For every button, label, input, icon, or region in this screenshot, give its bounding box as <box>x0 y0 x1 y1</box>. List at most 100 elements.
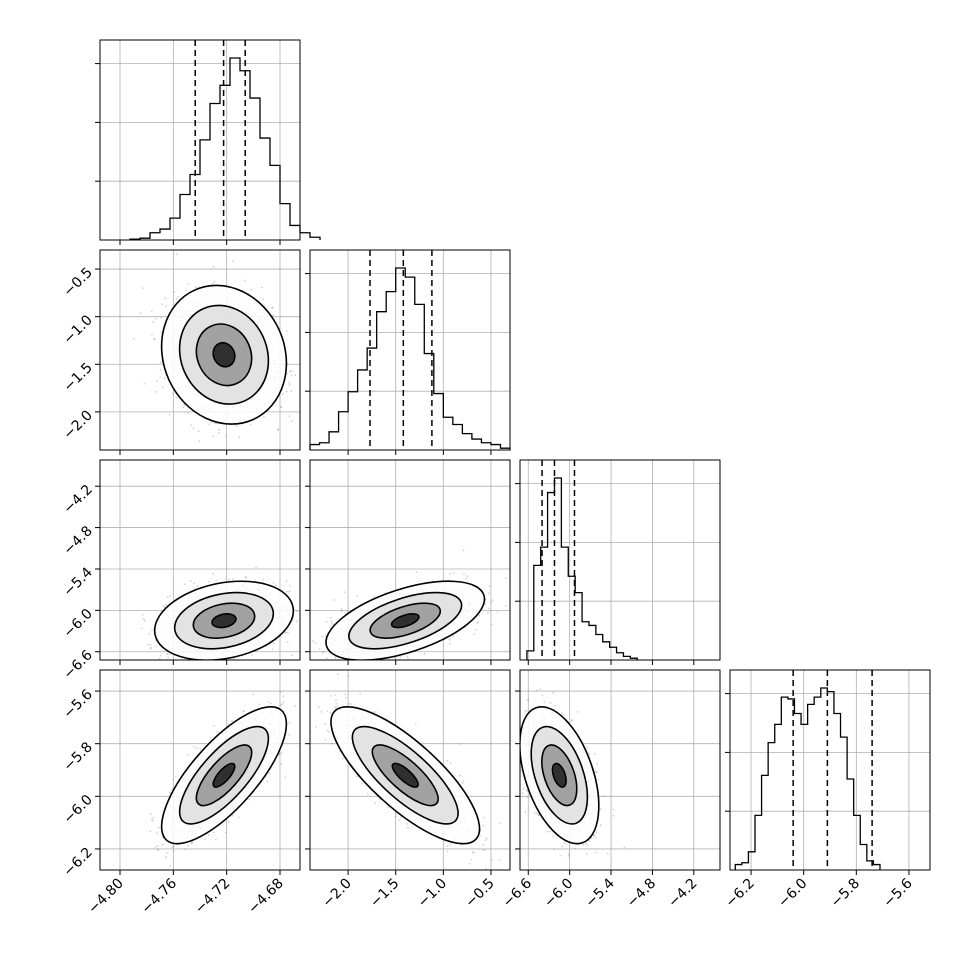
scatter-point <box>158 657 161 660</box>
scatter-point <box>295 610 298 613</box>
scatter-point <box>245 576 247 578</box>
scatter-point <box>143 619 146 622</box>
scatter-point <box>303 600 305 602</box>
scatter-point <box>289 371 291 373</box>
scatter-point <box>215 579 218 582</box>
hist-panel-3 <box>725 669 931 871</box>
scatter-point <box>285 390 288 393</box>
scatter-point <box>164 297 167 300</box>
panel-content <box>132 253 300 443</box>
scatter-point <box>208 580 210 583</box>
scatter-point <box>212 663 214 665</box>
scatter-point <box>163 668 165 670</box>
scatter-point <box>208 423 211 426</box>
scatter-point <box>277 428 279 431</box>
scatter-point <box>150 310 153 313</box>
scatter-point <box>151 629 153 631</box>
scatter-point <box>152 320 155 323</box>
scatter-point <box>271 307 273 309</box>
scatter-point <box>192 427 195 430</box>
scatter-point <box>167 656 170 659</box>
panel-frame-1 <box>309 249 511 451</box>
scatter-point <box>277 428 280 431</box>
scatter-point <box>290 390 292 392</box>
scatter-point <box>159 376 162 379</box>
panel-frame-0 <box>99 39 301 241</box>
scatter-point <box>285 590 288 593</box>
scatter-point <box>166 653 168 655</box>
scatter-point <box>151 333 153 336</box>
scatter-point <box>295 620 298 623</box>
scatter-point <box>146 643 149 646</box>
scatter-point <box>169 595 172 597</box>
scatter-point <box>177 296 180 298</box>
scatter-point <box>319 605 321 607</box>
scatter-point <box>273 642 276 645</box>
scatter-point <box>249 423 252 426</box>
hist-bar-2 <box>526 477 638 660</box>
scatter-point <box>212 572 214 575</box>
hist-bar-3 <box>734 687 881 870</box>
scatter-point <box>284 631 286 634</box>
scatter-point <box>150 646 152 649</box>
scatter-point <box>173 291 176 294</box>
scatter-point <box>286 330 288 333</box>
scatter-point <box>285 580 288 582</box>
scatter-point <box>272 581 275 584</box>
scatter-point <box>161 386 164 388</box>
hist-bar-0 <box>129 57 321 240</box>
scatter-point <box>261 286 263 289</box>
scatter-point <box>183 404 186 407</box>
scatter-point <box>291 420 293 422</box>
scatter-point <box>175 396 178 399</box>
scatter-point <box>318 601 320 603</box>
scatter-point <box>154 317 157 320</box>
scatter-point <box>202 664 204 666</box>
scatter-point <box>288 384 291 387</box>
scatter-point <box>281 393 284 395</box>
scatter-point <box>218 431 221 434</box>
scatter-point <box>251 653 254 656</box>
scatter-point <box>197 430 200 432</box>
scatter-point <box>212 265 215 268</box>
scatter-point <box>198 440 201 443</box>
scatter-point <box>271 306 274 309</box>
scatter-point <box>159 361 162 364</box>
scatter-point <box>139 312 142 314</box>
scatter-point <box>337 617 339 619</box>
scatter-point <box>218 428 221 431</box>
panel-frame-3 <box>729 669 931 871</box>
scatter-point <box>149 647 152 650</box>
scatter-point <box>206 662 208 664</box>
scatter-point <box>175 297 178 300</box>
scatter-point <box>287 590 290 593</box>
scatter-point <box>168 413 171 416</box>
contour-level-3 <box>212 341 236 368</box>
scatter-point <box>235 424 238 427</box>
scatter-point <box>228 578 230 581</box>
scatter-point <box>243 279 246 282</box>
scatter-point <box>153 338 156 341</box>
scatter-point <box>193 582 196 585</box>
scatter-point <box>132 337 135 340</box>
scatter-point <box>166 596 169 599</box>
scatter-point <box>213 422 216 425</box>
scatter-point <box>275 584 277 587</box>
scatter-point <box>288 415 291 418</box>
scatter-point <box>240 663 242 665</box>
scatter-point <box>171 392 174 395</box>
scatter-point <box>159 369 162 371</box>
scatter-point <box>225 435 228 438</box>
scatter-point <box>155 645 157 648</box>
scatter-point <box>289 370 292 372</box>
scatter-point <box>163 377 166 380</box>
hist-bar-1 <box>309 267 511 450</box>
scatter-point <box>182 406 185 408</box>
scatter-point <box>143 383 146 385</box>
scatter-point <box>189 579 192 582</box>
hist-panel-1 <box>305 249 511 451</box>
scatter-point <box>141 287 144 290</box>
scatter-point <box>161 303 163 306</box>
scatter-point <box>156 380 158 382</box>
